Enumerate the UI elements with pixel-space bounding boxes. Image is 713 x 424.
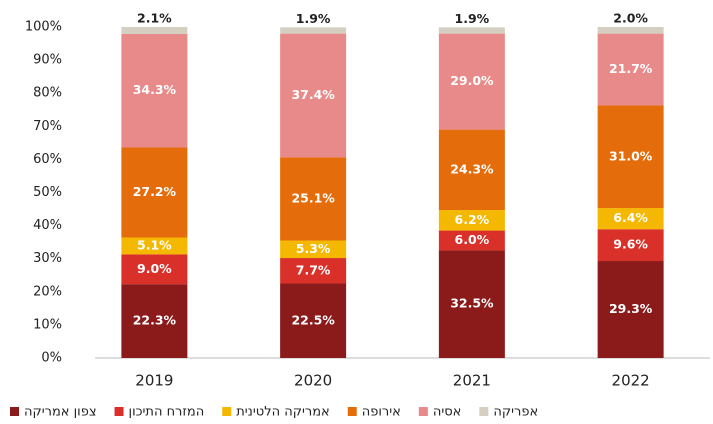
- y-tick-label: 20%: [33, 284, 62, 299]
- y-tick-label: 90%: [33, 53, 62, 68]
- bar-segment: [597, 229, 664, 262]
- y-tick-label: 40%: [33, 218, 62, 233]
- bar-segment: [121, 284, 188, 358]
- y-tick-label: 80%: [33, 86, 62, 101]
- data-label: 9.6%: [613, 237, 648, 252]
- data-label: 29.3%: [609, 301, 653, 316]
- data-label: 24.3%: [450, 161, 494, 176]
- data-label: 27.2%: [133, 184, 177, 199]
- data-label: 6.2%: [455, 212, 490, 227]
- y-tick-label: 0%: [41, 351, 62, 366]
- bar-segment: [438, 250, 505, 358]
- y-tick-label: 10%: [33, 317, 62, 332]
- legend-swatch: [222, 407, 232, 416]
- bar-segment: [438, 210, 505, 231]
- legend-label: אסיה: [433, 405, 462, 420]
- legend-swatch: [418, 407, 428, 416]
- data-label: 9.0%: [137, 261, 172, 276]
- y-tick-label: 70%: [33, 119, 62, 134]
- bar-segment: [280, 240, 347, 259]
- data-label: 6.0%: [455, 232, 490, 247]
- bar-segment: [438, 27, 505, 34]
- y-tick-label: 60%: [33, 152, 62, 167]
- legend-label: המזרח התיכון: [129, 405, 205, 420]
- y-tick-label: 30%: [33, 251, 62, 266]
- bar-segment: [438, 230, 505, 251]
- bar-segment: [280, 157, 347, 241]
- data-label: 7.7%: [296, 262, 331, 277]
- bar-segment: [597, 27, 664, 34]
- x-tick-label: 2022: [612, 372, 650, 390]
- bar-segment: [597, 33, 664, 106]
- bar-segment: [280, 258, 347, 284]
- legend-swatch: [479, 407, 489, 416]
- x-tick-label: 2020: [294, 372, 332, 390]
- bar-segment: [280, 27, 347, 34]
- bar-segment: [121, 254, 188, 285]
- bar-segment: [438, 129, 505, 211]
- data-label: 6.4%: [613, 210, 648, 225]
- data-label: 1.9%: [455, 11, 490, 26]
- legend-swatch: [114, 407, 124, 416]
- data-label: 32.5%: [450, 296, 494, 311]
- legend-swatch: [347, 407, 357, 416]
- data-label: 25.1%: [291, 190, 335, 205]
- data-label: 5.1%: [137, 237, 172, 252]
- y-tick-label: 100%: [25, 20, 62, 35]
- data-label: 22.5%: [291, 312, 335, 327]
- bar-segment: [438, 33, 505, 130]
- legend-label: אפריקה: [493, 405, 538, 420]
- bar-segment: [121, 237, 188, 255]
- data-label: 1.9%: [296, 11, 331, 26]
- data-label: 37.4%: [291, 87, 335, 102]
- data-label: 31.0%: [609, 148, 653, 163]
- bar-segment: [280, 33, 347, 158]
- bar-segment: [121, 27, 188, 34]
- data-label: 21.7%: [609, 61, 653, 76]
- bar-segment: [597, 208, 664, 230]
- bar-segment: [597, 105, 664, 209]
- legend-label: אירופה: [362, 405, 401, 420]
- data-label: 2.0%: [613, 11, 648, 26]
- x-tick-label: 2019: [135, 372, 173, 390]
- bar-segment: [121, 33, 188, 148]
- data-label: 5.3%: [296, 241, 331, 256]
- bar-segment: [121, 147, 188, 238]
- legend-label: צפון אמריקה: [24, 405, 97, 420]
- data-label: 34.3%: [133, 82, 177, 97]
- data-label: 22.3%: [133, 313, 177, 328]
- x-tick-label: 2021: [453, 372, 491, 390]
- bar-segment: [597, 261, 664, 358]
- legend-label: אמריקה הלטינית: [236, 405, 330, 420]
- y-tick-label: 50%: [33, 185, 62, 200]
- bar-segment: [280, 283, 347, 358]
- data-label: 29.0%: [450, 73, 494, 88]
- data-label: 2.1%: [137, 11, 172, 26]
- legend-swatch: [10, 407, 19, 416]
